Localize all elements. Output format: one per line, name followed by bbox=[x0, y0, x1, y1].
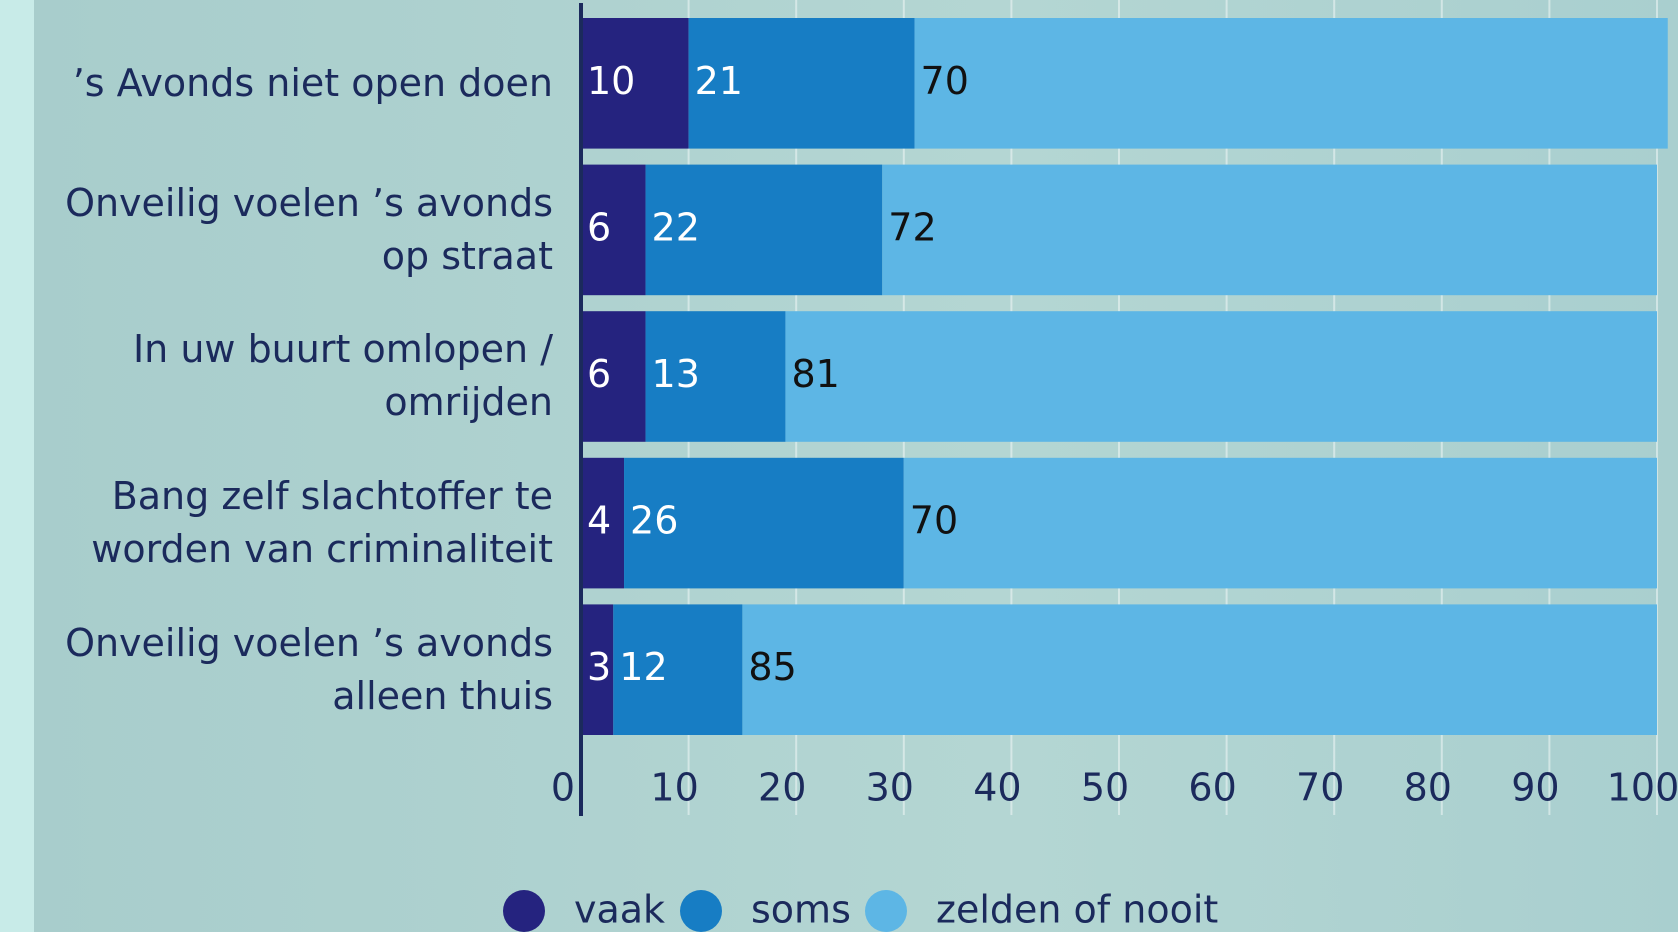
data-label: 3 bbox=[587, 645, 611, 689]
bar-segment bbox=[915, 18, 1668, 149]
data-label: 6 bbox=[587, 352, 611, 396]
bar-segment bbox=[785, 311, 1657, 442]
data-label: 72 bbox=[888, 205, 936, 249]
data-label: 21 bbox=[695, 59, 743, 103]
data-label: 13 bbox=[652, 352, 700, 396]
x-tick-label: 90 bbox=[1511, 766, 1559, 810]
data-label: 6 bbox=[587, 205, 611, 249]
legend-marker bbox=[503, 890, 545, 932]
x-tick-label: 0 bbox=[551, 766, 575, 810]
x-tick-label: 20 bbox=[758, 766, 806, 810]
category-label: Onveilig voelen ’s avonds op straat bbox=[30, 165, 553, 296]
legend-label: soms bbox=[751, 888, 851, 932]
x-tick-label: 40 bbox=[973, 766, 1021, 810]
category-label: ’s Avonds niet open doen bbox=[30, 18, 553, 149]
data-label: 81 bbox=[791, 352, 839, 396]
bar-segment bbox=[904, 458, 1657, 589]
data-label: 85 bbox=[748, 645, 796, 689]
data-label: 10 bbox=[587, 59, 635, 103]
legend-marker bbox=[680, 890, 722, 932]
category-label: Bang zelf slachtoffer te worden van crim… bbox=[30, 458, 553, 589]
data-label: 12 bbox=[619, 645, 667, 689]
data-label: 22 bbox=[652, 205, 700, 249]
data-label: 26 bbox=[630, 499, 678, 543]
category-label: Onveilig voelen ’s avonds alleen thuis bbox=[30, 604, 553, 735]
x-tick-label: 100 bbox=[1607, 766, 1678, 810]
legend-marker bbox=[865, 890, 907, 932]
bar-segment bbox=[742, 604, 1657, 735]
data-label: 4 bbox=[587, 499, 611, 543]
x-tick-label: 80 bbox=[1404, 766, 1452, 810]
data-label: 70 bbox=[910, 499, 958, 543]
bar-segment bbox=[882, 165, 1657, 296]
x-tick-label: 50 bbox=[1081, 766, 1129, 810]
x-tick-label: 60 bbox=[1188, 766, 1236, 810]
legend-label: vaak bbox=[574, 888, 665, 932]
category-label: In uw buurt omlopen / omrijden bbox=[30, 311, 553, 442]
x-tick-label: 70 bbox=[1296, 766, 1344, 810]
legend-label: zelden of nooit bbox=[936, 888, 1218, 932]
x-tick-label: 30 bbox=[866, 766, 914, 810]
x-tick-label: 10 bbox=[650, 766, 698, 810]
data-label: 70 bbox=[921, 59, 969, 103]
page: 0 10 20 30 40 50 60 70 80 90 100 10 21 70 6 22 72 6 13 81 42… bbox=[0, 0, 1678, 932]
